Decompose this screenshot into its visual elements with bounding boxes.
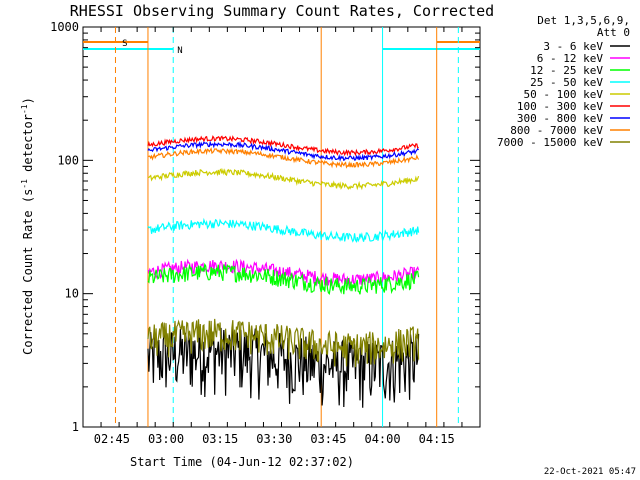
y-tick-label: 1 bbox=[72, 420, 79, 434]
legend-entry-label: 100 - 300 keV bbox=[517, 100, 603, 113]
y-axis-label: Corrected Count Rate (s-1 detector-1) bbox=[20, 97, 35, 355]
legend-header: Det 1,3,5,6,9, bbox=[537, 14, 630, 27]
x-tick-label: 03:30 bbox=[256, 432, 292, 446]
series-line-8 bbox=[147, 318, 420, 368]
legend-entry-label: 25 - 50 keV bbox=[530, 76, 603, 89]
series-line-6 bbox=[147, 140, 420, 163]
legend-entry-label: 50 - 100 keV bbox=[524, 88, 604, 101]
y-tick-label: 100 bbox=[57, 153, 79, 167]
legend-entry-label: 6 - 12 keV bbox=[537, 52, 604, 65]
x-tick-label: 04:00 bbox=[364, 432, 400, 446]
legend-header: Att 0 bbox=[597, 26, 630, 39]
axes-ticks: 1 10 100 1000 02:45 03:00 03:15 03:30 03:45 04:00… bbox=[50, 20, 481, 446]
footer-date: 22-Oct-2021 05:47 bbox=[544, 467, 636, 477]
legend-entry-label: 300 - 800 keV bbox=[517, 112, 603, 125]
series-line-5 bbox=[147, 135, 419, 157]
orbit-bands: SN bbox=[83, 27, 480, 427]
y-tick-label: 1000 bbox=[50, 20, 79, 34]
series-line-3 bbox=[147, 217, 420, 243]
series-lines bbox=[147, 135, 420, 408]
legend-entry-label: 3 - 6 keV bbox=[543, 40, 603, 53]
y-tick-label: 10 bbox=[65, 287, 79, 301]
saa-label: S bbox=[122, 39, 127, 49]
chart-title: RHESSI Observing Summary Count Rates, Co… bbox=[70, 2, 494, 20]
series-line-2 bbox=[147, 262, 420, 296]
plot-frame bbox=[82, 26, 481, 428]
legend-entry-label: 800 - 7000 keV bbox=[510, 124, 603, 137]
x-axis-label: Start Time (04-Jun-12 02:37:02) bbox=[130, 455, 354, 469]
night-label: N bbox=[177, 46, 182, 56]
series-line-1 bbox=[147, 258, 420, 287]
x-tick-label: 03:45 bbox=[310, 432, 346, 446]
x-tick-label: 02:45 bbox=[94, 432, 130, 446]
series-line-4 bbox=[147, 168, 420, 191]
x-tick-label: 03:00 bbox=[148, 432, 184, 446]
series-line-7 bbox=[148, 147, 420, 169]
x-tick-label: 03:15 bbox=[202, 432, 238, 446]
legend-entry-label: 7000 - 15000 keV bbox=[497, 136, 603, 149]
legend-entry-label: 12 - 25 keV bbox=[530, 64, 603, 77]
x-tick-label: 04:15 bbox=[419, 432, 455, 446]
